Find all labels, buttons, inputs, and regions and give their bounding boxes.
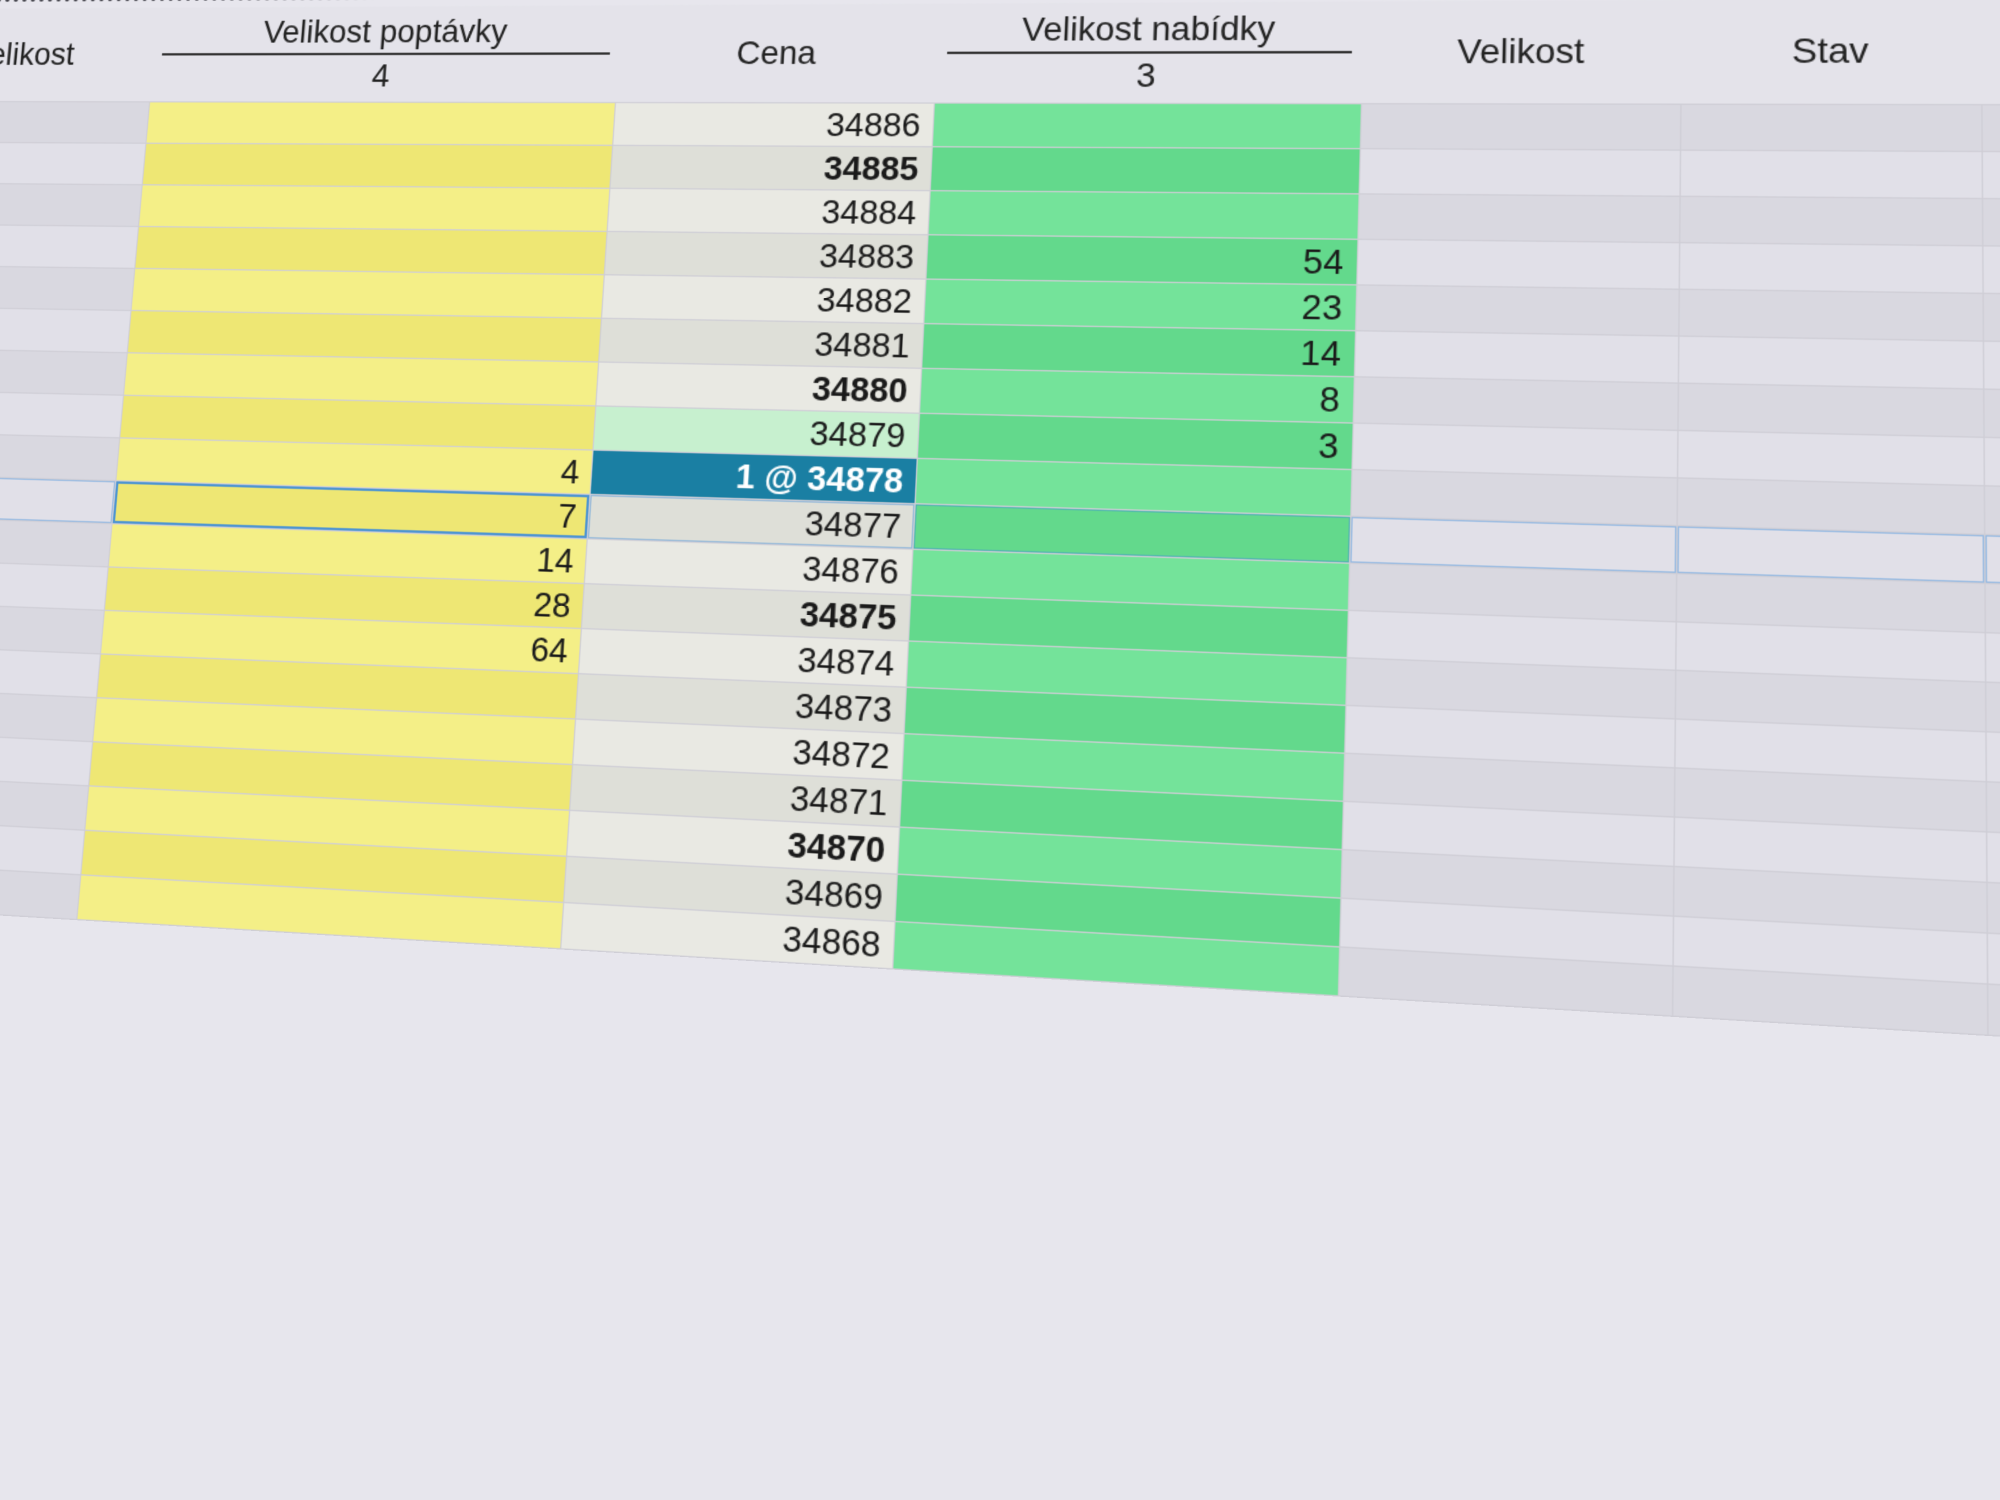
col-velikost2: Velikost	[1361, 0, 1682, 104]
cell-zaz[interactable]	[1983, 341, 2000, 395]
cell-velikost2[interactable]	[1354, 331, 1679, 383]
cell-velikost[interactable]	[0, 183, 142, 227]
cell-velikost[interactable]	[0, 558, 108, 611]
col-zaz: ZaZ	[1981, 0, 2000, 105]
col-bid-label: Velikost poptávky	[262, 13, 509, 50]
cell-zaz[interactable]	[1983, 389, 2000, 444]
cell-zaz[interactable]	[1982, 246, 2000, 298]
cell-velikost[interactable]	[0, 515, 112, 567]
cell-velikost[interactable]	[0, 348, 127, 396]
cell-velikost[interactable]	[0, 389, 123, 438]
col-bid-value: 4	[159, 52, 610, 95]
cell-zaz[interactable]	[1983, 293, 2000, 346]
cell-velikost2[interactable]	[1356, 239, 1680, 289]
cell-velikost2[interactable]	[1353, 377, 1679, 431]
col-stav2: Stav	[1681, 0, 1981, 105]
cell-velikost2[interactable]	[1358, 194, 1681, 243]
cell-velikost2[interactable]	[1359, 149, 1681, 197]
cell-velikost2[interactable]	[1352, 423, 1679, 478]
cell-velikost2[interactable]	[1355, 285, 1679, 336]
cell-stav2[interactable]	[1680, 243, 1983, 294]
cell-price[interactable]: 34882	[602, 275, 926, 324]
cell-zaz[interactable]	[1982, 151, 2000, 200]
col-velikost: Velikost	[0, 8, 158, 102]
cell-velikost2[interactable]	[1360, 104, 1681, 150]
cell-bid[interactable]	[138, 185, 610, 232]
cell-velikost[interactable]	[0, 473, 116, 524]
col-price: Cena	[616, 4, 940, 103]
col-bid: Velikost poptávky 4	[149, 5, 622, 102]
cell-bid[interactable]	[146, 102, 616, 145]
col-ask: Velikost nabídky 3	[935, 1, 1364, 103]
cell-ask[interactable]	[928, 191, 1359, 240]
cell-velikost[interactable]	[0, 142, 146, 185]
cell-velikost[interactable]	[0, 224, 138, 269]
cell-velikost[interactable]	[0, 306, 131, 353]
cell-price[interactable]: 34883	[605, 231, 929, 279]
cell-stav2[interactable]	[1679, 289, 1983, 341]
cell-price[interactable]: 34880	[596, 362, 922, 413]
cell-ask[interactable]: 23	[924, 279, 1357, 331]
cell-bid[interactable]	[135, 226, 608, 274]
cell-velikost[interactable]	[0, 431, 120, 481]
col-ask-value: 3	[945, 51, 1353, 96]
cell-ask[interactable]	[930, 147, 1360, 194]
depth-of-market: Stav Velikost Velikost poptávky 4 Cena V…	[0, 0, 2000, 1056]
cell-stav2[interactable]	[1681, 104, 1982, 151]
cell-bid[interactable]	[142, 143, 613, 188]
cell-velikost[interactable]	[0, 101, 149, 143]
cell-stav2[interactable]	[1679, 336, 1983, 389]
cell-ask[interactable]	[932, 103, 1361, 149]
cell-zaz[interactable]	[1987, 984, 2000, 1055]
cell-zaz[interactable]	[1982, 199, 2000, 250]
cell-price[interactable]: 34886	[613, 103, 935, 147]
cell-price[interactable]: 34881	[599, 318, 924, 368]
cell-velikost[interactable]	[0, 265, 135, 311]
cell-stav2[interactable]	[1678, 430, 1984, 485]
col-ask-label: Velikost nabídky	[1021, 9, 1276, 48]
cell-ask[interactable]: 54	[926, 235, 1358, 285]
cell-stav2[interactable]	[1680, 196, 1982, 246]
cell-stav2[interactable]	[1678, 383, 1983, 437]
cell-zaz[interactable]	[1981, 105, 2000, 153]
cell-stav2[interactable]	[1681, 150, 1982, 198]
cell-price[interactable]: 34884	[607, 188, 930, 235]
cell-price[interactable]: 34885	[610, 145, 932, 190]
